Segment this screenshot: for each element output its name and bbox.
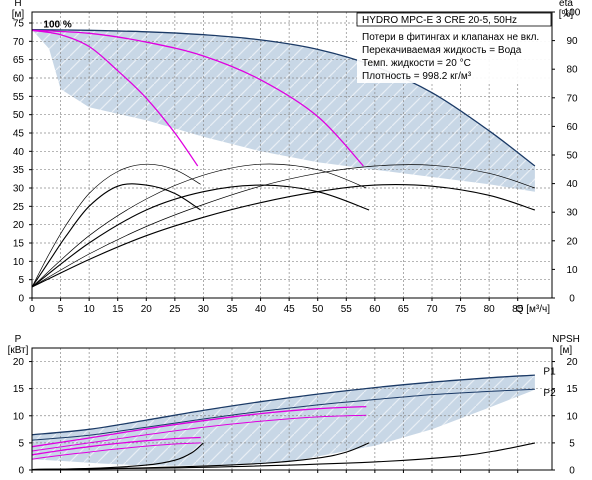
head-efficiency-panel: 0 5 10 15 20 25 30 35 40 45 50 55 60 65 70 75 80 85Q [м³/…	[12, 0, 581, 315]
x-tick-label: 75	[455, 304, 467, 315]
series-line-8	[31, 163, 367, 288]
notes-box	[357, 27, 551, 83]
y-left-tick-label: 0	[18, 466, 24, 477]
series-line-2	[31, 29, 199, 167]
power-npsh-panel: 0 5 10 15 20 P[кВт] 0 5 10 15 20 NPSH[м] P1 P2	[8, 334, 580, 477]
y-left-tick-label: 15	[13, 239, 25, 250]
y-right-tick-label: 5	[569, 438, 575, 449]
series-line-3	[31, 405, 367, 448]
y-left-tick-label: 75	[13, 19, 25, 30]
x-axis-label: Q [м³/ч]	[516, 304, 551, 315]
y-right-axis-label: NPSH	[552, 334, 580, 345]
y-left-axis-label: P	[15, 334, 22, 345]
y-left-tick-label: 20	[13, 220, 25, 231]
y-left-tick-label: 60	[13, 74, 25, 85]
x-tick-label: 35	[226, 304, 238, 315]
series-line-5	[31, 436, 201, 456]
y-right-tick-label: 40	[566, 179, 578, 190]
x-tick-label: 30	[198, 304, 210, 315]
y-right-tick-label: 50	[566, 151, 578, 162]
chart-title: HYDRO MPC-E 3 CRE 20-5, 50Hz	[362, 15, 517, 26]
y-left-tick-label: 45	[13, 129, 25, 140]
y-left-tick-label: 10	[13, 257, 25, 268]
series-line-p1	[31, 374, 535, 436]
y-right-tick-label: 15	[566, 384, 578, 395]
series-line-p2	[31, 388, 535, 441]
series-line-5	[31, 184, 370, 288]
y-right-tick-label: 0	[569, 294, 575, 305]
y-left-tick-label: 20	[13, 357, 25, 368]
x-tick-label: 55	[341, 304, 353, 315]
series-line-4	[31, 414, 367, 452]
x-tick-label: 20	[141, 304, 153, 315]
y-right-tick-label: 100	[564, 8, 581, 19]
series-line-9	[31, 442, 536, 471]
series-line-6	[31, 442, 201, 460]
x-tick-label: 10	[84, 304, 96, 315]
y-left-tick-label: 25	[13, 202, 25, 213]
x-tick-label: 50	[312, 304, 324, 315]
x-tick-label: 25	[169, 304, 181, 315]
series-line-1	[31, 28, 536, 167]
x-tick-label: 70	[426, 304, 438, 315]
series-line-7	[31, 163, 201, 288]
y-right-tick-label: 80	[566, 65, 578, 76]
y-right-tick-label: 20	[566, 236, 578, 247]
chart-note: Темп. жидкости = 20 °C	[362, 58, 471, 69]
y-left-tick-label: 35	[13, 165, 25, 176]
speed-label: 100 %	[43, 19, 71, 30]
y-left-tick-label: 65	[13, 55, 25, 66]
series-line-4	[31, 183, 201, 288]
y-right-tick-label: 90	[566, 36, 578, 47]
y-left-tick-label: 40	[13, 147, 25, 158]
y-right-tick-label: 70	[566, 93, 578, 104]
x-tick-label: 85	[512, 304, 524, 315]
x-tick-label: 45	[284, 304, 296, 315]
x-tick-label: 0	[29, 304, 35, 315]
y-left-tick-label: 10	[13, 411, 25, 422]
y-right-tick-label: 20	[566, 357, 578, 368]
y-left-tick-label: 15	[13, 384, 25, 395]
y-left-tick-label: 30	[13, 184, 25, 195]
chart-note: Потери в фитингах и клапанах не вкл.	[362, 31, 539, 43]
title-box	[356, 12, 552, 27]
curve-label-p2: P2	[543, 388, 556, 399]
x-tick-label: 5	[58, 304, 64, 315]
y-left-axis-label: H	[14, 0, 21, 9]
series-line-6	[31, 184, 536, 288]
y-right-tick-label: 0	[569, 466, 575, 477]
x-tick-label: 40	[255, 304, 267, 315]
y-left-axis-unit: [кВт]	[8, 345, 29, 356]
y-left-tick-label: 50	[13, 110, 25, 121]
y-left-axis-unit: [м]	[12, 9, 25, 20]
x-tick-label: 60	[369, 304, 381, 315]
y-left-tick-label: 5	[18, 438, 24, 449]
y-right-tick-label: 60	[566, 122, 578, 133]
y-right-tick-label: 10	[566, 411, 578, 422]
operating-area	[32, 375, 535, 466]
y-left-tick-label: 0	[18, 294, 24, 305]
y-right-axis-label: eta	[559, 0, 573, 9]
plot-frame	[31, 347, 553, 471]
y-left-tick-label: 55	[13, 92, 25, 103]
curve-label-p1: P1	[543, 366, 556, 377]
series-line-9	[31, 164, 536, 288]
x-tick-label: 15	[112, 304, 124, 315]
chart-note: Плотность = 998.2 кг/м³	[362, 71, 472, 82]
y-left-tick-label: 5	[18, 275, 24, 286]
y-right-tick-label: 30	[566, 208, 578, 219]
y-left-tick-label: 70	[13, 37, 25, 48]
series-line-3	[31, 29, 364, 167]
y-right-axis-unit: [м]	[560, 345, 573, 356]
x-tick-label: 80	[484, 304, 496, 315]
chart-note: Перекачиваемая жидкость = Вода	[362, 45, 522, 56]
x-tick-label: 65	[398, 304, 410, 315]
y-right-tick-label: 10	[566, 265, 578, 276]
y-right-axis-unit: [%]	[559, 9, 574, 20]
